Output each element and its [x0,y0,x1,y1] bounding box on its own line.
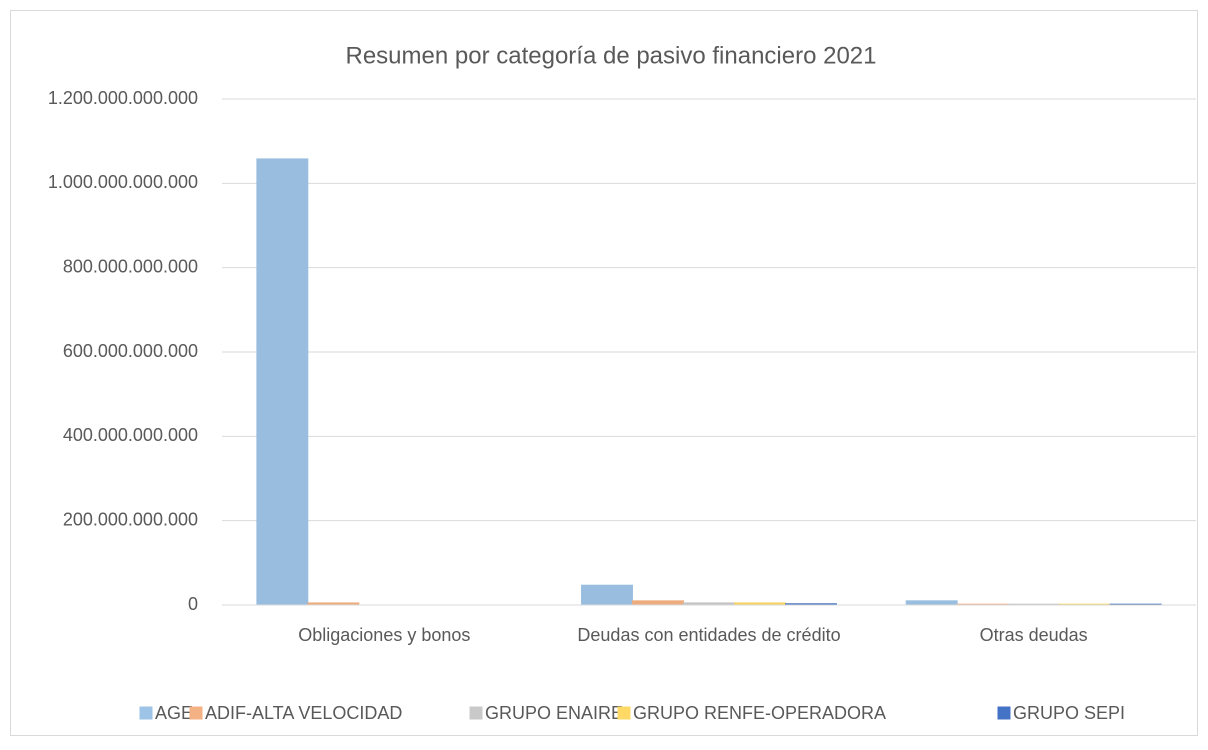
bar [581,584,633,606]
y-tick-label: 400.000.000.000 [63,425,198,445]
legend-label: AGE [155,703,193,723]
bar [905,600,958,606]
y-tick-label: 0 [188,594,198,614]
bar [256,158,309,606]
chart-title: Resumen por categoría de pasivo financie… [346,42,877,69]
legend-label: ADIF-ALTA VELOCIDAD [205,703,402,723]
x-tick-label: Otras deudas [980,625,1088,645]
bar [632,600,684,606]
y-tick-label: 1.200.000.000.000 [48,88,198,108]
y-tick-label: 800.000.000.000 [63,256,198,276]
legend-swatch [139,706,153,720]
legend-label: GRUPO ENAIRE [485,703,623,723]
y-tick-label: 200.000.000.000 [63,509,198,529]
legend-swatch [189,706,203,720]
y-tick-label: 600.000.000.000 [63,341,198,361]
y-tick-label: 1.000.000.000.000 [48,172,198,192]
legend-label: GRUPO RENFE-OPERADORA [633,703,886,723]
legend-label: GRUPO SEPI [1013,703,1125,723]
chart-border [10,10,1198,736]
legend-swatch [997,706,1011,720]
x-tick-label: Obligaciones y bonos [298,625,470,645]
legend-swatch [617,706,631,720]
legend-swatch [469,706,483,720]
x-tick-label: Deudas con entidades de crédito [577,625,840,645]
